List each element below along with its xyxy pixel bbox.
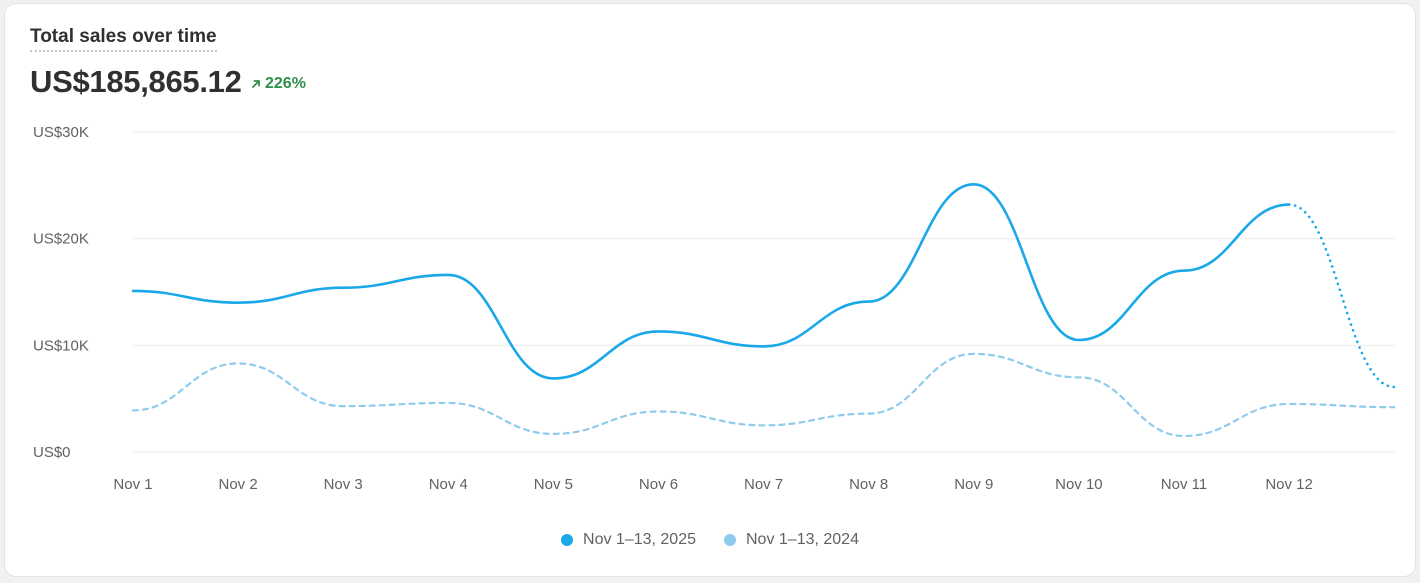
change-percent: 226% <box>265 75 306 92</box>
sales-line-chart[interactable]: US$0 US$10K US$20K US$30K Nov 1 Nov 2 Nov 3 No… <box>5 4 1416 524</box>
y-tick-label: US$30K <box>33 124 89 141</box>
total-sales-value: US$185,865.12 <box>30 64 242 99</box>
series-line-previous[interactable] <box>131 352 1396 438</box>
arrow-up-right-icon <box>251 79 261 89</box>
chart-title[interactable]: Total sales over time <box>30 26 217 52</box>
x-tick-label: Nov 11 <box>1161 476 1207 493</box>
x-tick-label: Nov 12 <box>1265 476 1313 493</box>
legend-dot-previous <box>724 534 736 546</box>
series-line-current-partial[interactable] <box>1287 203 1396 389</box>
change-badge: 226% <box>251 75 306 93</box>
y-tick-label: US$10K <box>33 337 89 354</box>
x-tick-label: Nov 1 <box>113 476 152 493</box>
x-tick-label: Nov 10 <box>1055 476 1103 493</box>
x-tick-label: Nov 4 <box>429 476 468 493</box>
legend-item-previous[interactable]: Nov 1–13, 2024 <box>724 531 859 549</box>
x-tick-label: Nov 2 <box>219 476 258 493</box>
x-tick-label: Nov 6 <box>639 476 678 493</box>
legend-dot-current <box>561 534 574 546</box>
x-tick-label: Nov 3 <box>324 476 363 493</box>
y-tick-label: US$20K <box>33 231 89 248</box>
sales-card: Total sales over time US$185,865.12 226%… <box>4 3 1416 577</box>
chart-legend: Nov 1–13, 2025 Nov 1–13, 2024 <box>5 531 1415 549</box>
x-tick-label: Nov 7 <box>744 476 783 493</box>
x-tick-label: Nov 5 <box>534 476 573 493</box>
legend-item-current[interactable]: Nov 1–13, 2025 <box>561 531 696 549</box>
legend-label-previous: Nov 1–13, 2024 <box>746 531 859 548</box>
x-tick-label: Nov 8 <box>849 476 888 493</box>
y-tick-label: US$0 <box>33 444 71 461</box>
legend-label-current: Nov 1–13, 2025 <box>583 531 696 548</box>
series-line-current[interactable] <box>131 182 1291 380</box>
x-tick-label: Nov 9 <box>954 476 993 493</box>
